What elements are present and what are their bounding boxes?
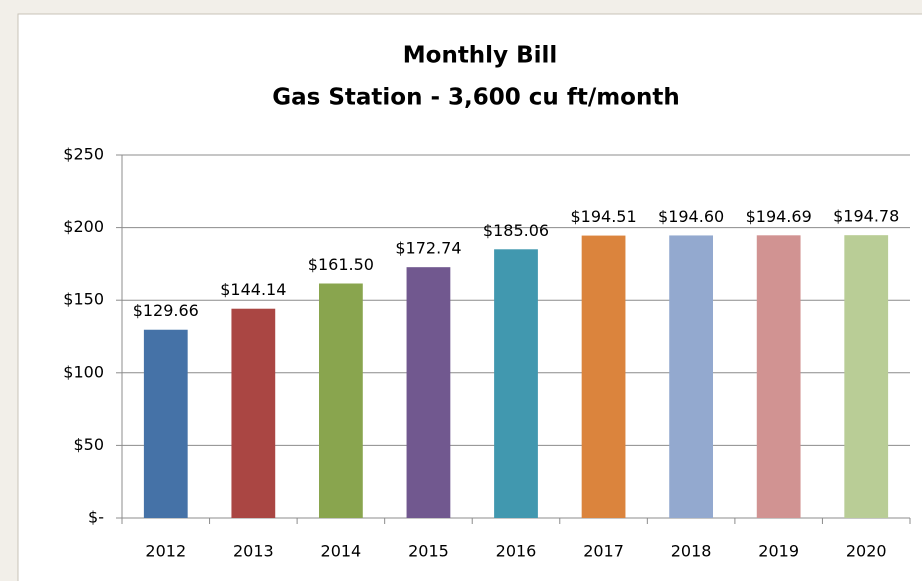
data-label: $144.14 — [220, 280, 286, 299]
y-tick-label: $- — [88, 508, 104, 527]
y-tick-label: $150 — [63, 290, 104, 309]
x-tick-label: 2013 — [233, 542, 274, 561]
x-tick-label: 2015 — [408, 542, 449, 561]
data-label: $129.66 — [133, 301, 199, 320]
data-label: $194.78 — [833, 207, 899, 226]
x-tick-label: 2018 — [671, 542, 712, 561]
bar — [319, 283, 363, 518]
bar — [669, 235, 713, 518]
data-label: $172.74 — [395, 239, 461, 258]
y-tick-label: $200 — [63, 217, 104, 236]
x-tick-label: 2014 — [321, 542, 362, 561]
bar — [844, 235, 889, 518]
bar — [231, 308, 276, 518]
x-tick-label: 2020 — [846, 542, 887, 561]
x-tick-label: 2019 — [758, 542, 799, 561]
y-tick-label: $250 — [63, 145, 104, 164]
chart-title: Monthly Bill — [403, 43, 558, 69]
chart-subtitle: Gas Station - 3,600 cu ft/month — [272, 85, 679, 111]
x-tick-label: 2016 — [496, 542, 537, 561]
data-label: $194.60 — [658, 207, 724, 226]
y-tick-label: $100 — [63, 362, 104, 381]
data-label: $161.50 — [308, 255, 374, 274]
x-tick-label: 2017 — [583, 542, 624, 561]
bar — [406, 267, 451, 518]
data-label: $194.51 — [570, 207, 636, 226]
bar — [494, 249, 538, 518]
y-tick-label: $50 — [73, 435, 104, 454]
bar — [756, 235, 801, 518]
data-label: $194.69 — [746, 207, 812, 226]
bar — [143, 329, 188, 518]
x-tick-label: 2012 — [145, 542, 186, 561]
data-label: $185.06 — [483, 221, 549, 240]
bar — [581, 235, 626, 519]
